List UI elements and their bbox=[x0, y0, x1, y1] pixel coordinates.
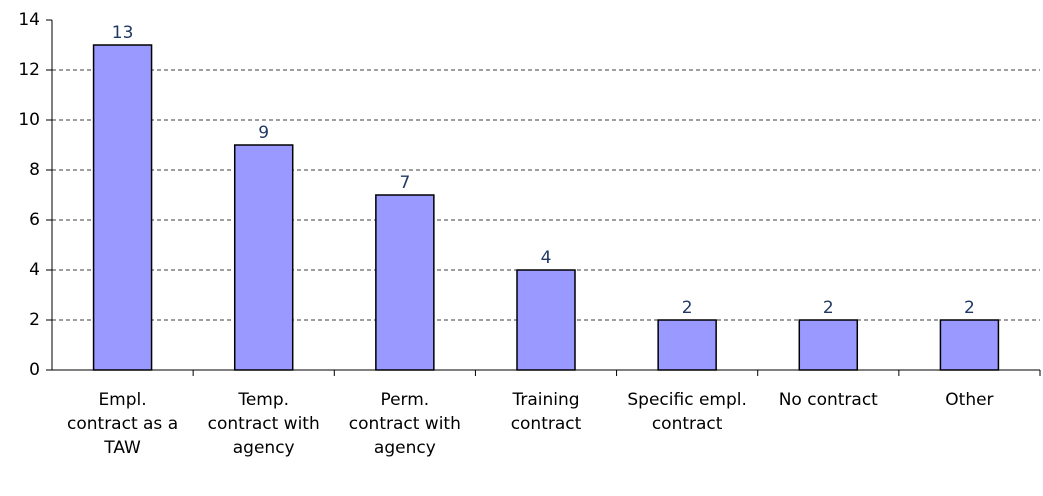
data-label: 2 bbox=[964, 298, 975, 318]
data-label: 2 bbox=[682, 298, 693, 318]
x-tick-label: Other bbox=[945, 390, 994, 410]
bar bbox=[92, 44, 153, 371]
x-tick-label: No contract bbox=[778, 390, 878, 410]
x-tick-label: Training contract bbox=[510, 390, 582, 434]
data-label: 9 bbox=[258, 123, 269, 143]
y-tick-label: 8 bbox=[29, 160, 40, 180]
bar bbox=[233, 144, 294, 371]
data-label: 2 bbox=[823, 298, 834, 318]
x-tick-label: Empl. contract as a TAW bbox=[67, 390, 179, 458]
y-tick-label: 12 bbox=[18, 60, 40, 80]
y-tick-label: 2 bbox=[29, 310, 40, 330]
bar bbox=[657, 319, 717, 371]
data-label: 4 bbox=[541, 248, 552, 268]
bar bbox=[375, 194, 435, 371]
bar bbox=[798, 319, 859, 371]
y-tick-label: 0 bbox=[29, 360, 40, 380]
bar bbox=[516, 269, 576, 371]
x-tick-label: Specific empl. contract bbox=[627, 390, 747, 434]
bar bbox=[939, 319, 1000, 371]
data-label: 13 bbox=[112, 23, 134, 43]
x-tick-label: Perm. contract with agency bbox=[348, 390, 461, 458]
data-label: 7 bbox=[399, 173, 410, 193]
y-tick-label: 4 bbox=[29, 260, 40, 280]
x-tick-label: Temp. contract with agency bbox=[207, 390, 320, 458]
y-tick-label: 14 bbox=[18, 10, 40, 30]
y-tick-label: 6 bbox=[29, 210, 40, 230]
y-tick-label: 10 bbox=[18, 110, 40, 130]
